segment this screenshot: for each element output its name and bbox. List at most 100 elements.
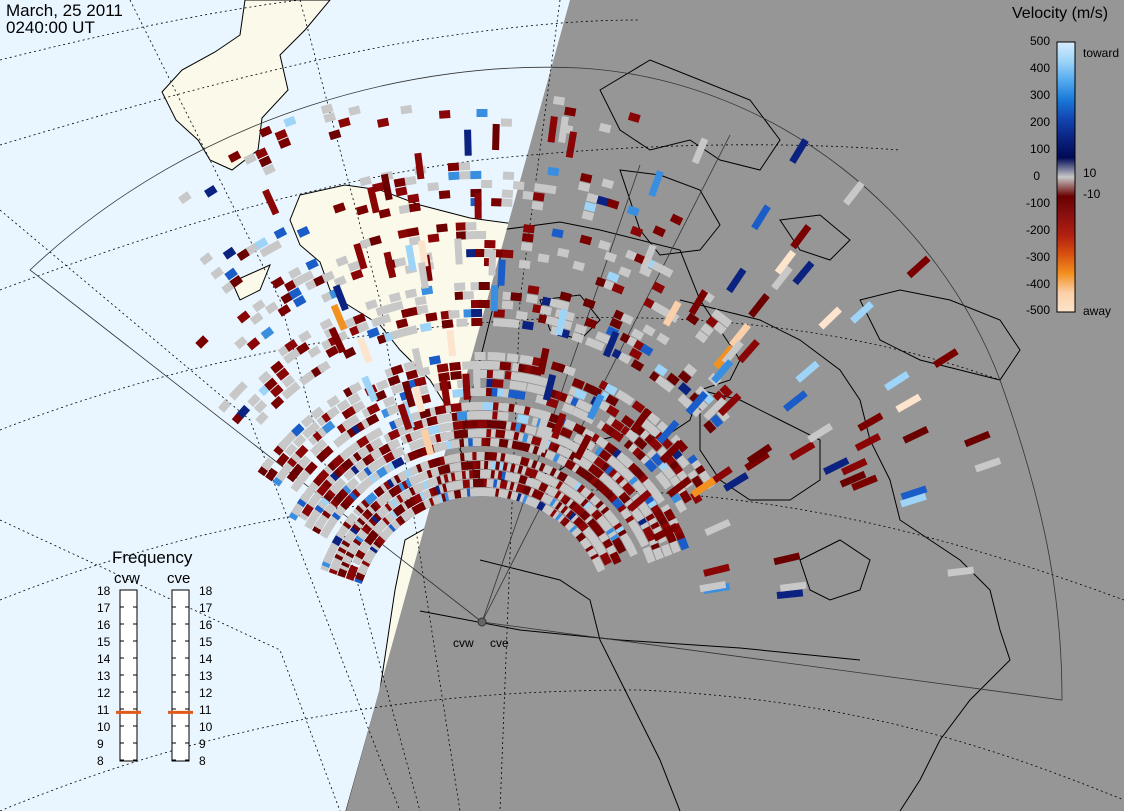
backscatter-cell <box>356 336 373 364</box>
backscatter-cell <box>459 171 471 180</box>
backscatter-cell <box>448 171 460 181</box>
backscatter-cell <box>436 223 448 233</box>
backscatter-cell <box>571 332 585 344</box>
backscatter-cell <box>581 210 595 221</box>
backscatter-cell <box>298 330 312 343</box>
backscatter-cell <box>382 395 397 408</box>
backscatter-cell <box>783 390 808 412</box>
backscatter-cell <box>397 228 410 239</box>
backscatter-cell <box>520 242 533 252</box>
backscatter-cell <box>333 275 347 288</box>
backscatter-cell <box>347 392 362 406</box>
backscatter-cell <box>338 117 351 128</box>
backscatter-cell <box>380 173 393 201</box>
backscatter-cell <box>452 388 464 398</box>
backscatter-cell <box>425 312 438 322</box>
backscatter-cell <box>618 266 632 278</box>
frequency-channel-cvw: cvw <box>114 570 140 587</box>
frequency-title: Frequency <box>112 548 193 567</box>
backscatter-cell <box>963 430 991 448</box>
backscatter-cell <box>598 122 612 134</box>
backscatter-cell <box>652 522 679 542</box>
backscatter-cell <box>648 438 663 452</box>
backscatter-cell <box>471 308 483 318</box>
backscatter-cell <box>662 300 682 327</box>
backscatter-cell <box>295 444 309 459</box>
backscatter-cell <box>456 411 469 421</box>
backscatter-cell <box>450 402 463 413</box>
backscatter-cell <box>253 399 268 414</box>
backscatter-cell <box>367 186 380 214</box>
backscatter-cell <box>573 388 588 401</box>
backscatter-cell <box>364 491 378 506</box>
backscatter-cell <box>393 177 406 188</box>
backscatter-cell <box>659 440 683 464</box>
backscatter-cell <box>562 365 577 377</box>
backscatter-cell <box>551 228 564 239</box>
backscatter-cell <box>974 457 1002 473</box>
backscatter-cell <box>300 270 315 283</box>
backscatter-cell <box>539 305 553 316</box>
backscatter-cell <box>440 379 451 407</box>
backscatter-cell <box>690 477 717 498</box>
backscatter-cell <box>677 370 692 384</box>
backscatter-cell <box>709 414 724 428</box>
backscatter-cell <box>390 383 404 395</box>
backscatter-cell <box>537 253 550 264</box>
backscatter-cell <box>320 445 334 459</box>
backscatter-cell <box>625 543 638 557</box>
backscatter-cell <box>467 428 480 438</box>
date-label: March, 25 2011 <box>6 1 123 20</box>
backscatter-cell <box>301 503 315 517</box>
backscatter-cell <box>210 266 224 280</box>
backscatter-cell <box>261 457 275 472</box>
backscatter-cell <box>306 421 321 435</box>
backscatter-cell <box>524 424 537 436</box>
backscatter-cell <box>748 293 770 318</box>
backscatter-cell <box>774 249 797 275</box>
backscatter-cell <box>497 411 509 421</box>
backscatter-cell <box>493 309 505 318</box>
backscatter-cell <box>455 222 468 231</box>
backscatter-cell <box>304 461 318 475</box>
backscatter-cell <box>221 280 235 295</box>
backscatter-cell <box>713 321 727 335</box>
backscatter-cell <box>441 319 454 329</box>
backscatter-cell <box>353 242 368 270</box>
backscatter-cell <box>420 428 435 456</box>
backscatter-cell <box>346 564 359 578</box>
frequency-level-label: 12 <box>97 686 111 700</box>
backscatter-cell <box>586 192 599 204</box>
backscatter-cell <box>581 412 596 425</box>
backscatter-cell <box>204 184 218 198</box>
backscatter-cell <box>453 282 466 292</box>
colorbar-tick: 10 <box>1083 166 1097 180</box>
backscatter-cell <box>683 363 698 377</box>
backscatter-cell <box>779 581 807 592</box>
backscatter-cell <box>525 294 539 304</box>
backscatter-cell <box>401 380 416 408</box>
backscatter-cell <box>317 360 331 374</box>
backscatter-cell <box>493 352 506 361</box>
backscatter-cell <box>335 255 349 267</box>
backscatter-cell <box>405 325 418 336</box>
backscatter-cell <box>393 257 407 268</box>
backscatter-cell <box>268 239 283 253</box>
backscatter-cell <box>411 419 425 431</box>
backscatter-cell <box>448 309 460 319</box>
colorbar-tick: 300 <box>1029 88 1050 102</box>
backscatter-cell <box>703 420 717 434</box>
backscatter-cell <box>554 308 568 336</box>
backscatter-cell <box>366 327 380 339</box>
backscatter-cell <box>773 552 801 566</box>
backscatter-cell <box>628 347 643 361</box>
backscatter-cell <box>387 428 402 441</box>
backscatter-cell <box>474 351 486 361</box>
backscatter-cell <box>501 249 514 259</box>
backscatter-cell <box>332 202 346 214</box>
colorbar-toward-label: toward <box>1083 46 1120 60</box>
backscatter-cell <box>558 116 569 143</box>
backscatter-cell <box>325 345 339 358</box>
backscatter-cell <box>636 534 649 548</box>
